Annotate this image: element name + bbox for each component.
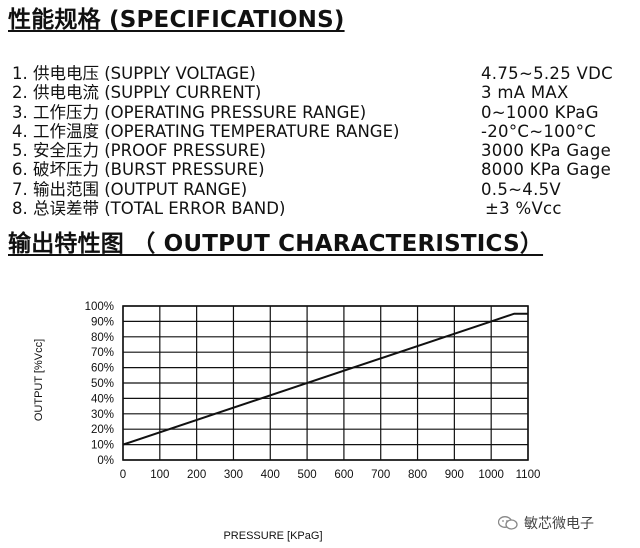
x-tick-label: 200 xyxy=(187,469,206,481)
x-tick-label: 400 xyxy=(261,469,280,481)
spec-value: 8000 KPa Gage xyxy=(481,160,612,180)
output-characteristics-chart: 0% 10% 20% 30% 40% 50% 60% 70% 80% 90% 100% 0 100 20… xyxy=(33,301,541,542)
spec-label: 7. 输出范围 (OUTPUT RANGE) xyxy=(12,179,248,199)
y-tick-label: 30% xyxy=(91,409,114,421)
spec-value: 3 mA MAX xyxy=(481,83,569,103)
y-tick-label: 70% xyxy=(91,347,114,359)
spec-row-output-range: 7. 输出范围 (OUTPUT RANGE) 0.5~4.5V xyxy=(12,180,632,199)
y-tick-label: 80% xyxy=(91,332,114,344)
x-tick-label: 700 xyxy=(371,469,390,481)
y-tick-label: 0% xyxy=(97,455,114,467)
y-tick-label: 10% xyxy=(91,440,114,452)
x-tick-label: 500 xyxy=(297,469,316,481)
spec-value: 0.5~4.5V xyxy=(481,179,561,199)
spec-row-supply-current: 2. 供电电流 (SUPPLY CURRENT) 3 mA MAX xyxy=(12,83,632,102)
y-tick-labels: 0% 10% 20% 30% 40% 50% 60% 70% 80% 90% 100% xyxy=(85,301,114,467)
spec-label: 2. 供电电流 (SUPPLY CURRENT) xyxy=(12,83,262,103)
spec-value: ±3 %Vcc xyxy=(485,199,562,219)
watermark: 敏芯微电子 xyxy=(498,513,594,533)
y-tick-label: 90% xyxy=(91,316,114,328)
x-tick-label: 1000 xyxy=(478,469,504,481)
y-tick-label: 40% xyxy=(91,393,114,405)
spec-row-operating-temperature: 4. 工作温度 (OPERATING TEMPERATURE RANGE) -2… xyxy=(12,122,632,141)
spec-value: -20°C~100°C xyxy=(481,121,597,141)
x-tick-label: 600 xyxy=(334,469,353,481)
x-tick-labels: 0 100 200 300 400 500 600 700 800 900 1000 1100 xyxy=(120,469,541,481)
spec-heading: 性能规格 (SPECIFICATIONS) xyxy=(8,7,345,33)
spec-row-burst-pressure: 6. 破坏压力 (BURST PRESSURE) 8000 KPa Gage xyxy=(12,160,632,179)
x-tick-label: 300 xyxy=(224,469,243,481)
spec-label: 1. 供电电压 (SUPPLY VOLTAGE) xyxy=(12,64,256,83)
spec-row-total-error-band: 8. 总误差带 (TOTAL ERROR BAND) ±3 %Vcc xyxy=(12,199,632,218)
x-tick-label: 0 xyxy=(120,469,126,481)
plot-frame xyxy=(122,305,529,461)
chart-heading: 输出特性图 （ OUTPUT CHARACTERISTICS） xyxy=(8,231,544,257)
spec-row-proof-pressure: 5. 安全压力 (PROOF PRESSURE) 3000 KPa Gage xyxy=(12,141,632,160)
watermark-text: 敏芯微电子 xyxy=(524,516,594,532)
output-series-line xyxy=(122,312,528,446)
spec-value: 4.75~5.25 VDC xyxy=(481,64,613,83)
y-tick-label: 100% xyxy=(85,301,114,313)
spec-label: 4. 工作温度 (OPERATING TEMPERATURE RANGE) xyxy=(12,121,400,141)
spec-row-operating-pressure: 3. 工作压力 (OPERATING PRESSURE RANGE) 0~100… xyxy=(12,103,632,122)
spec-value: 3000 KPa Gage xyxy=(481,141,612,161)
y-tick-label: 20% xyxy=(91,424,114,436)
spec-row-supply-voltage: 1. 供电电压 (SUPPLY VOLTAGE) 4.75~5.25 VDC xyxy=(12,64,632,83)
y-axis-title: OUTPUT [%Vcc] xyxy=(33,339,45,421)
spec-value: 0~1000 KPaG xyxy=(481,102,599,122)
x-tick-label: 1100 xyxy=(516,469,541,481)
x-tick-label: 900 xyxy=(445,469,464,481)
spec-label: 5. 安全压力 (PROOF PRESSURE) xyxy=(12,141,266,161)
spec-label: 3. 工作压力 (OPERATING PRESSURE RANGE) xyxy=(12,102,367,122)
spec-label: 8. 总误差带 (TOTAL ERROR BAND) xyxy=(12,199,286,219)
spec-list: 1. 供电电压 (SUPPLY VOLTAGE) 4.75~5.25 VDC 2… xyxy=(12,64,632,218)
y-tick-label: 50% xyxy=(91,378,114,390)
spec-label: 6. 破坏压力 (BURST PRESSURE) xyxy=(12,160,265,180)
y-tick-label: 60% xyxy=(91,363,114,375)
wechat-icon xyxy=(498,516,518,530)
x-tick-label: 100 xyxy=(150,469,169,481)
x-tick-label: 800 xyxy=(408,469,427,481)
x-axis-title: PRESSURE [KPaG] xyxy=(223,530,322,542)
